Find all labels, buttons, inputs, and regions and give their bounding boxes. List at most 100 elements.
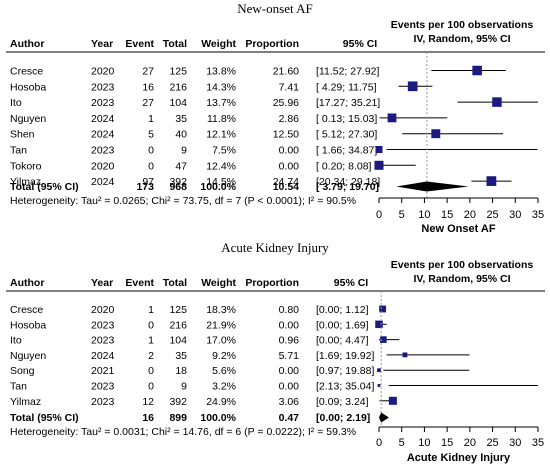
x-tick-label: 5	[399, 209, 405, 221]
plot-area: 0 5 10 15 20 25 30 35 Acute Kidney Injury	[375, 291, 544, 464]
cell-total: 392	[169, 176, 187, 188]
plot-header-line1: Events per 100 observations	[391, 19, 534, 31]
total-weight: 100.0%	[200, 181, 236, 193]
table-row: Tokoro 2020 0 47 12.4% 0.00 [ 0.20; 8.08]	[10, 160, 372, 172]
cell-total: 216	[169, 319, 187, 331]
cell-event: 1	[148, 335, 154, 347]
table-row: Yilmaz 2023 12 392 24.9% 3.06 [0.09; 3.24]	[10, 396, 369, 408]
cell-proportion: 3.06	[279, 396, 300, 408]
cell-weight: 14.5%	[206, 176, 236, 188]
forest-plot-new-onset-af: New-onset AF Author Year Event Total Wei…	[6, 1, 545, 235]
point-estimate-marker	[431, 129, 441, 139]
cell-proportion: 21.60	[273, 66, 299, 78]
point-estimate-marker	[486, 176, 497, 186]
cell-proportion: 25.96	[273, 97, 299, 109]
cell-year: 2023	[91, 81, 115, 93]
cell-proportion: 12.50	[273, 129, 299, 141]
total-row: Total (95% CI) 173 968 100.0% 10.54 [ 3.…	[10, 181, 379, 193]
point-estimate-marker	[375, 145, 383, 154]
cell-weight: 12.4%	[206, 160, 236, 172]
cell-author: Tan	[10, 381, 27, 393]
cell-event: 2	[148, 350, 154, 362]
cell-total: 35	[175, 113, 187, 125]
heterogeneity-text: Heterogeneity: Tau² = 0.0031; Chi² = 14.…	[10, 426, 356, 438]
study-rows: Cresce 2020 1 125 18.3% 0.80 [0.00; 1.12] Hosob…	[10, 304, 374, 408]
column-header-author: Author	[10, 277, 44, 289]
total-n: 968	[169, 181, 187, 193]
cell-ci: [2.13; 35.04]	[316, 381, 374, 393]
cell-proportion: 0.80	[279, 304, 300, 316]
cell-year: 2020	[91, 66, 115, 78]
total-ci: [ 3.79; 19.70]	[316, 181, 379, 193]
column-header-total: Total	[163, 38, 187, 50]
cell-weight: 18.3%	[206, 304, 236, 316]
cell-year: 2020	[91, 304, 115, 316]
cell-author: Nguyen	[10, 350, 46, 362]
point-estimate-marker	[492, 97, 502, 107]
x-tick-label: 15	[441, 437, 453, 449]
cell-total: 392	[169, 396, 187, 408]
cell-total: 104	[169, 97, 187, 109]
cell-weight: 5.6%	[212, 365, 236, 377]
x-tick-label: 20	[464, 209, 476, 221]
x-tick-label: 25	[486, 437, 498, 449]
chart-title: Acute Kidney Injury	[221, 240, 329, 255]
cell-author: Tokoro	[10, 160, 42, 172]
cell-weight: 13.8%	[206, 66, 236, 78]
table-row: Hosoba 2023 0 216 21.9% 0.00 [0.00; 1.69]	[10, 319, 369, 331]
cell-year: 2023	[91, 97, 115, 109]
cell-ci: [ 4.29; 11.75]	[316, 81, 377, 93]
table-row: Nguyen 2024 2 35 9.2% 5.71 [1.69; 19.92]	[10, 350, 374, 362]
cell-total: 125	[169, 66, 187, 78]
table-row: Ito 2023 27 104 13.7% 25.96 [17.27; 35.21]	[10, 97, 380, 109]
x-tick-label: 5	[399, 437, 405, 449]
cell-proportion: 0.00	[279, 365, 300, 377]
cell-event: 0	[148, 319, 154, 331]
x-tick-label: 30	[509, 209, 521, 221]
study-rows: Cresce 2020 27 125 13.8% 21.60 [11.52; 27.92] H…	[10, 66, 380, 189]
cell-event: 0	[148, 145, 154, 157]
cell-ci: [0.09; 3.24]	[316, 396, 369, 408]
cell-total: 35	[175, 350, 187, 362]
cell-event: 1	[148, 113, 154, 125]
cell-ci: [20.34; 29.18]	[316, 176, 380, 188]
cell-proportion: 0.00	[279, 160, 300, 172]
pooled-diamond	[396, 181, 469, 192]
cell-author: Tan	[10, 145, 27, 157]
cell-author: Ito	[10, 97, 22, 109]
cell-year: 2023	[91, 319, 115, 331]
column-header-author: Author	[10, 38, 44, 50]
x-tick-label: 35	[532, 209, 544, 221]
cell-total: 40	[175, 129, 187, 141]
x-tick-label: 35	[532, 437, 544, 449]
cell-total: 125	[169, 304, 187, 316]
column-header-proportion: Proportion	[245, 38, 299, 50]
cell-event: 16	[142, 81, 154, 93]
cell-author: Ito	[10, 335, 22, 347]
total-row: Total (95% CI) 16 899 100.0% 0.47 [0.00;…	[10, 412, 370, 424]
cell-proportion: 0.96	[279, 335, 300, 347]
total-ci: [0.00; 2.19]	[316, 412, 370, 424]
total-n: 899	[169, 412, 187, 424]
plot-header-line2: IV, Random, 95% CI	[413, 273, 510, 285]
total-event: 173	[136, 181, 154, 193]
cell-author: Song	[10, 365, 35, 377]
cell-weight: 11.8%	[207, 113, 236, 125]
cell-ci: [ 0.13; 15.03]	[316, 113, 377, 125]
x-tick-label: 10	[418, 209, 430, 221]
cell-year: 2023	[91, 335, 115, 347]
column-header-event: Event	[125, 277, 154, 289]
point-estimate-marker	[387, 113, 397, 123]
cell-total: 9	[181, 381, 187, 393]
total-proportion: 10.54	[273, 181, 299, 193]
cell-author: Shen	[10, 129, 35, 141]
column-header-ci: 95% CI	[343, 38, 378, 50]
table-row: Tan 2023 0 9 3.2% 0.00 [2.13; 35.04]	[10, 381, 374, 393]
cell-event: 0	[148, 365, 154, 377]
cell-proportion: 24.74	[273, 176, 299, 188]
cell-year: 2023	[91, 145, 115, 157]
cell-author: Cresce	[10, 304, 43, 316]
cell-year: 2024	[91, 350, 115, 362]
cell-ci: [0.97; 19.88]	[316, 365, 374, 377]
